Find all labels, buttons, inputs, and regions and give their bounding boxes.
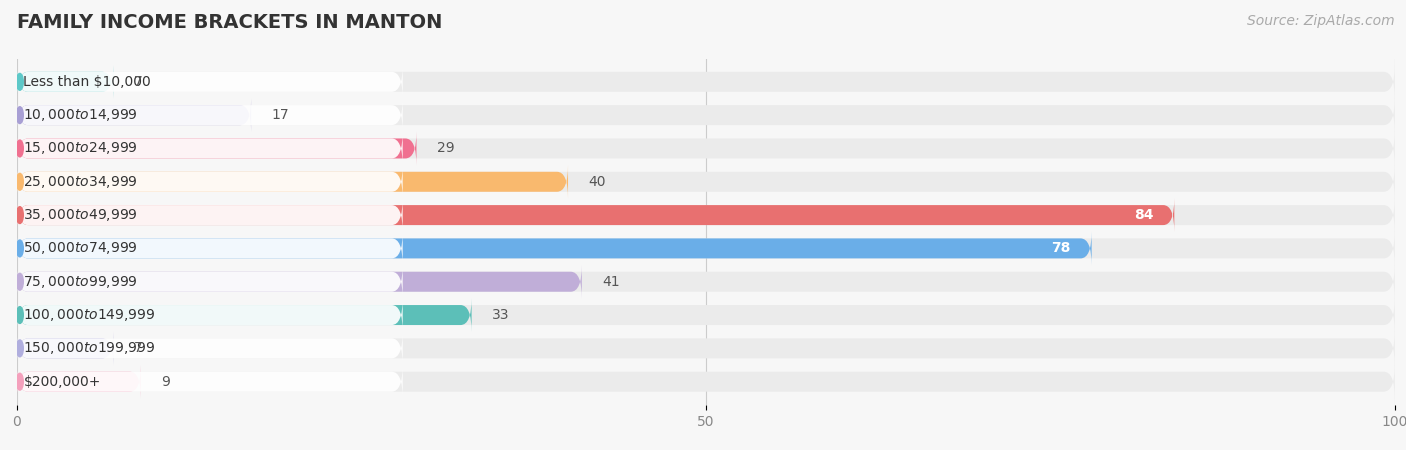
FancyBboxPatch shape [17, 332, 114, 365]
FancyBboxPatch shape [17, 65, 1395, 99]
FancyBboxPatch shape [17, 99, 252, 132]
FancyBboxPatch shape [17, 65, 402, 99]
FancyBboxPatch shape [17, 265, 582, 298]
Text: Source: ZipAtlas.com: Source: ZipAtlas.com [1247, 14, 1395, 27]
Text: 33: 33 [492, 308, 510, 322]
FancyBboxPatch shape [17, 99, 1395, 132]
FancyBboxPatch shape [17, 298, 1395, 332]
FancyBboxPatch shape [17, 99, 402, 132]
FancyBboxPatch shape [17, 165, 402, 198]
Text: $10,000 to $14,999: $10,000 to $14,999 [24, 107, 138, 123]
FancyBboxPatch shape [17, 132, 402, 165]
FancyBboxPatch shape [17, 298, 471, 332]
FancyBboxPatch shape [17, 265, 1395, 298]
FancyBboxPatch shape [17, 332, 402, 365]
FancyBboxPatch shape [17, 132, 416, 165]
Circle shape [17, 140, 24, 157]
FancyBboxPatch shape [17, 365, 402, 398]
FancyBboxPatch shape [17, 165, 568, 198]
FancyBboxPatch shape [17, 132, 1395, 165]
Text: Less than $10,000: Less than $10,000 [24, 75, 152, 89]
FancyBboxPatch shape [17, 65, 114, 99]
Text: $200,000+: $200,000+ [24, 375, 101, 389]
Text: $35,000 to $49,999: $35,000 to $49,999 [24, 207, 138, 223]
FancyBboxPatch shape [17, 332, 1395, 365]
Text: 9: 9 [162, 375, 170, 389]
Text: 41: 41 [602, 275, 620, 289]
FancyBboxPatch shape [17, 165, 1395, 198]
Text: $15,000 to $24,999: $15,000 to $24,999 [24, 140, 138, 157]
Circle shape [17, 173, 24, 190]
Text: $50,000 to $74,999: $50,000 to $74,999 [24, 240, 138, 256]
Text: 17: 17 [271, 108, 290, 122]
Text: $150,000 to $199,999: $150,000 to $199,999 [24, 340, 156, 356]
Text: $25,000 to $34,999: $25,000 to $34,999 [24, 174, 138, 190]
Circle shape [17, 340, 24, 357]
Text: 7: 7 [134, 75, 143, 89]
Text: 84: 84 [1135, 208, 1154, 222]
Circle shape [17, 207, 24, 224]
Text: FAMILY INCOME BRACKETS IN MANTON: FAMILY INCOME BRACKETS IN MANTON [17, 14, 443, 32]
Text: 7: 7 [134, 342, 143, 356]
Text: $100,000 to $149,999: $100,000 to $149,999 [24, 307, 156, 323]
FancyBboxPatch shape [17, 265, 402, 298]
Circle shape [17, 240, 24, 257]
FancyBboxPatch shape [17, 365, 141, 398]
FancyBboxPatch shape [17, 198, 1174, 232]
FancyBboxPatch shape [17, 298, 402, 332]
FancyBboxPatch shape [17, 232, 1395, 265]
Circle shape [17, 374, 24, 390]
Text: 29: 29 [437, 141, 454, 155]
Circle shape [17, 73, 24, 90]
Circle shape [17, 107, 24, 124]
Text: 78: 78 [1052, 241, 1071, 256]
Text: $75,000 to $99,999: $75,000 to $99,999 [24, 274, 138, 290]
FancyBboxPatch shape [17, 232, 402, 265]
Circle shape [17, 273, 24, 290]
FancyBboxPatch shape [17, 232, 1091, 265]
FancyBboxPatch shape [17, 365, 1395, 398]
FancyBboxPatch shape [17, 198, 402, 232]
Circle shape [17, 306, 24, 324]
Text: 40: 40 [589, 175, 606, 189]
FancyBboxPatch shape [17, 198, 1395, 232]
